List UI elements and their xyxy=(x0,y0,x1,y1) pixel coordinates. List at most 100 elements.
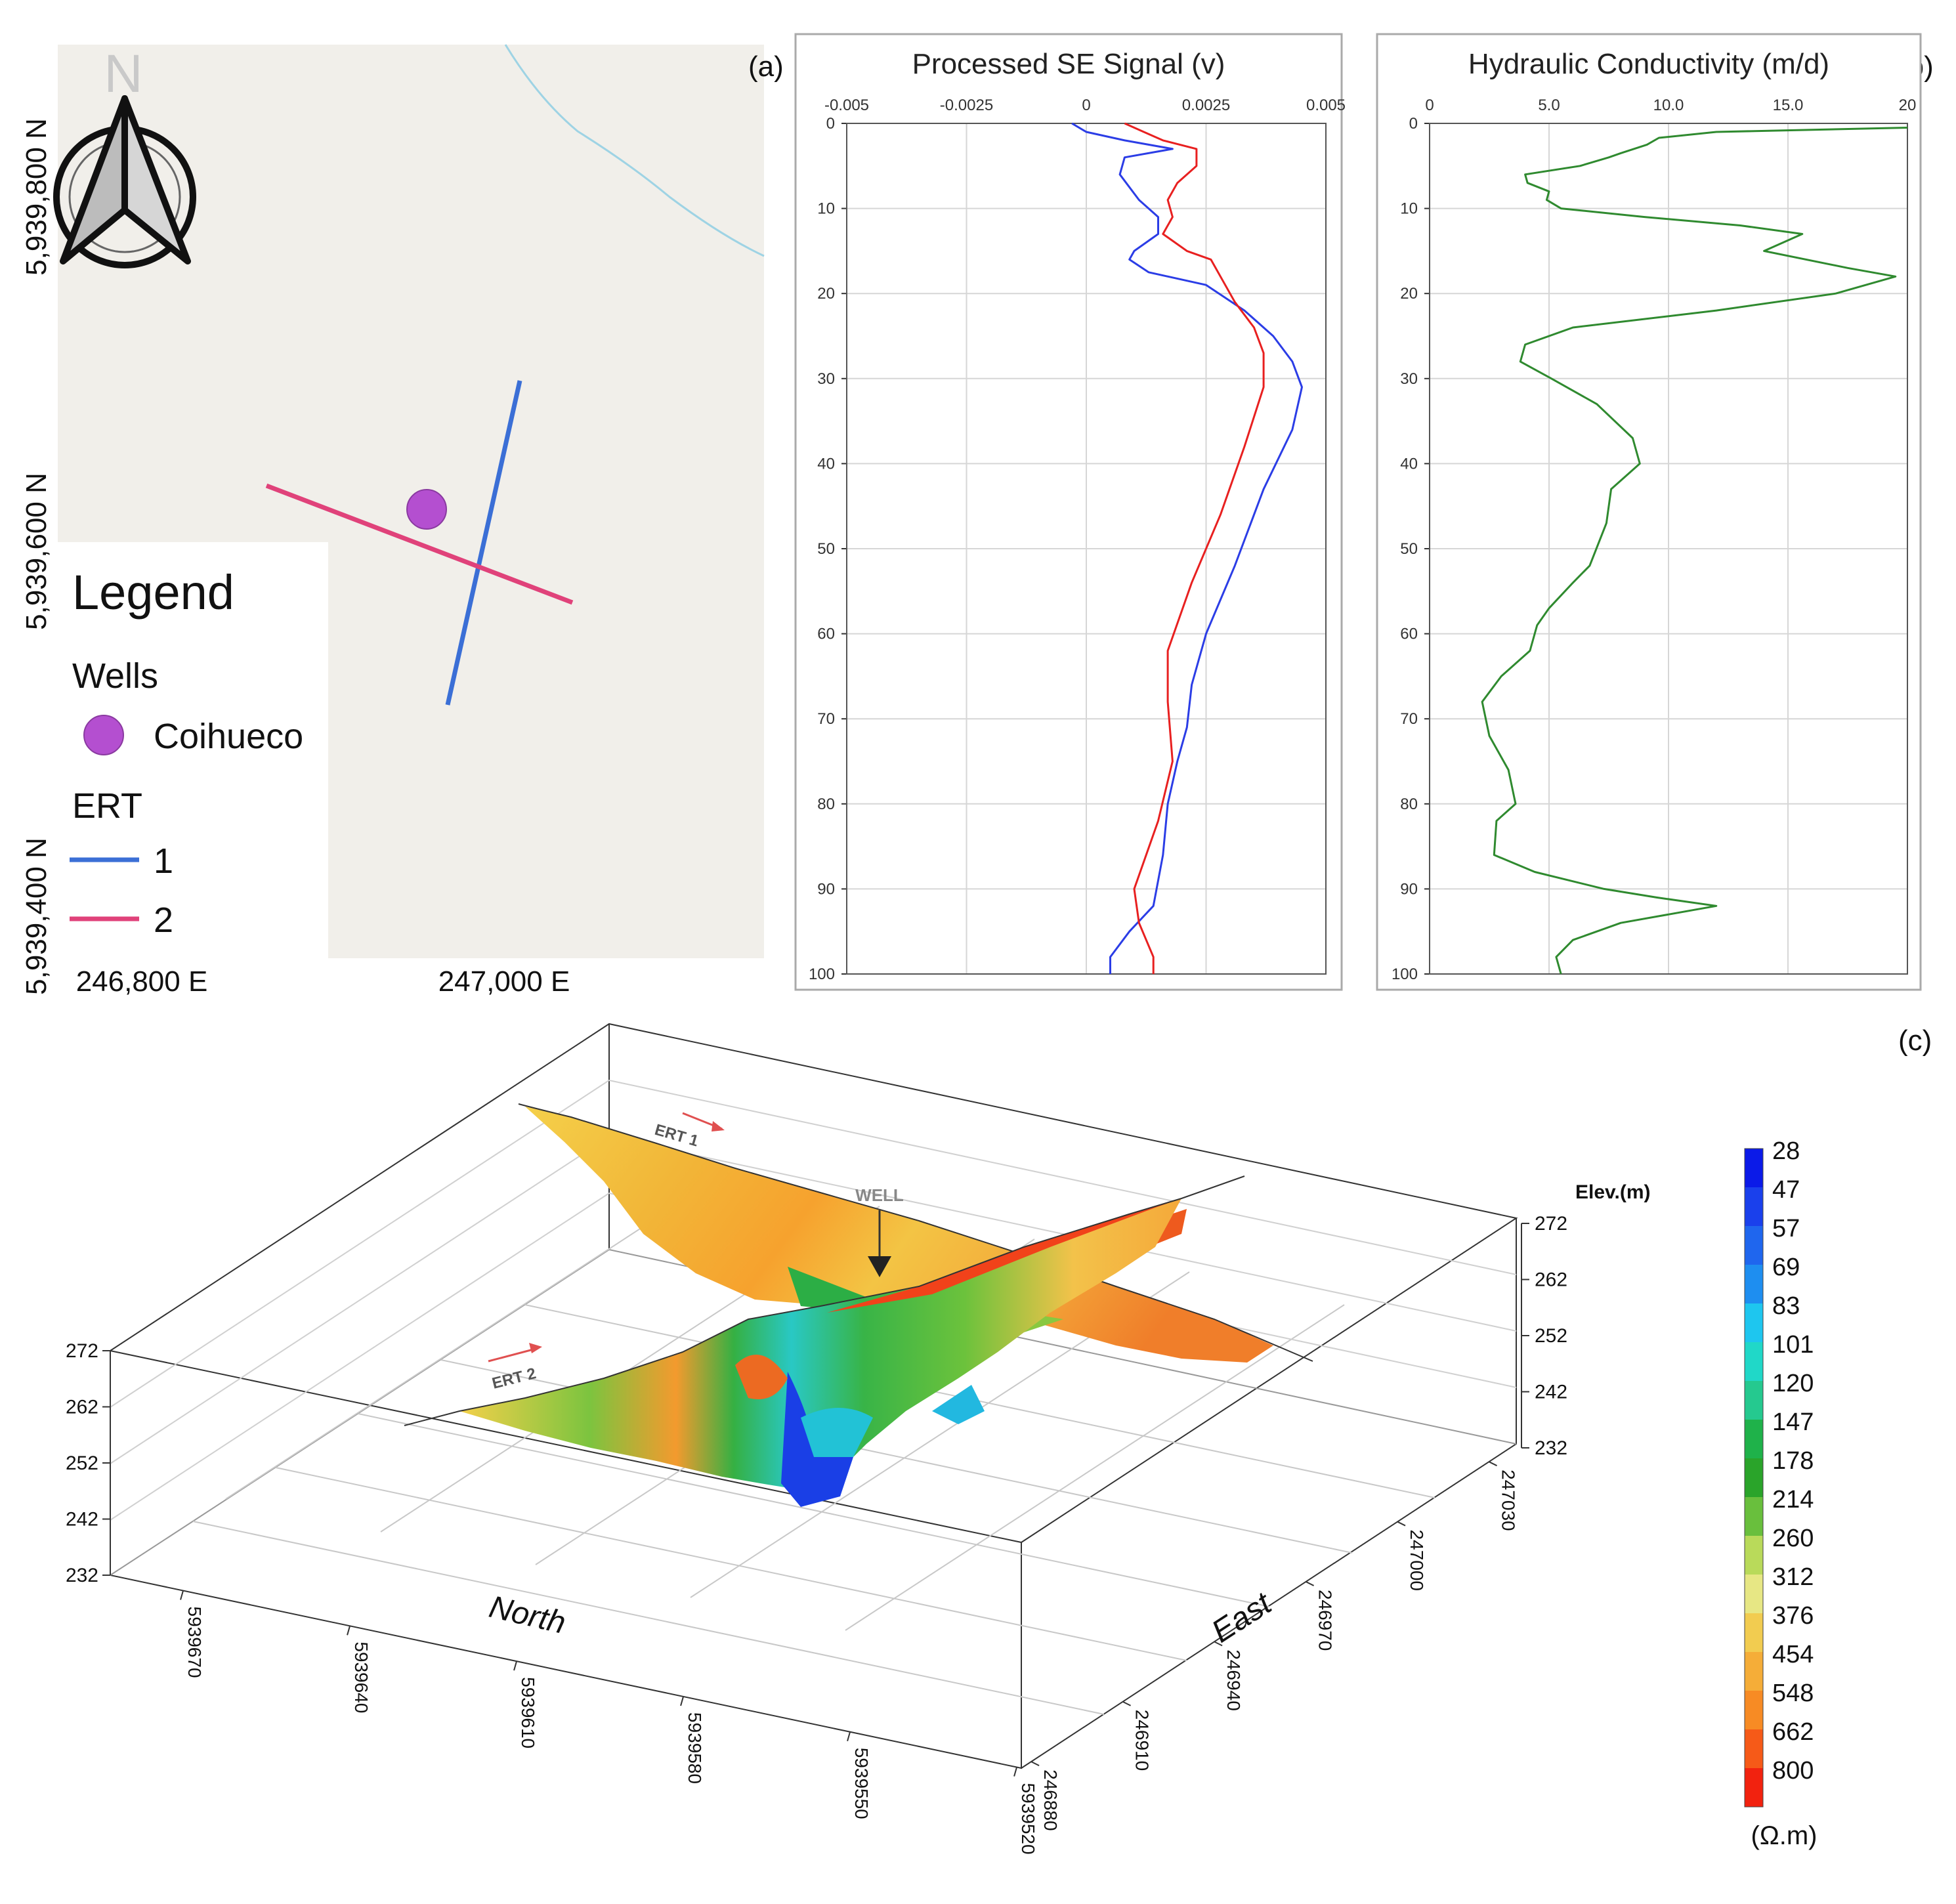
elevation-axis-right: 272 262 252 242 232 xyxy=(1521,1213,1567,1459)
east-tick: 246880 xyxy=(1040,1769,1061,1830)
elev-right-tick: 242 xyxy=(1535,1382,1567,1403)
east-tick: 247030 xyxy=(1499,1470,1519,1531)
colorbar-swatch xyxy=(1745,1729,1763,1768)
colorbar-swatch xyxy=(1745,1342,1763,1381)
hydraulic-y-tick: 20 xyxy=(1400,285,1418,303)
map-y-tick: 5,939,400 N xyxy=(20,837,53,995)
north-tickmark xyxy=(180,1590,184,1600)
se-signal-y-tick: 50 xyxy=(817,540,835,558)
ert-1-line xyxy=(445,380,522,706)
elev-left-tick: 252 xyxy=(66,1452,98,1474)
elev-right-tick: 262 xyxy=(1535,1269,1567,1291)
se-signal-y-tick: 90 xyxy=(817,880,835,898)
legend-well-name: Coihueco xyxy=(154,717,303,756)
colorbar-label: 47 xyxy=(1772,1176,1800,1204)
east-tick: 247000 xyxy=(1407,1530,1427,1591)
se-signal-plot-area xyxy=(846,123,1327,975)
hydraulic-frame xyxy=(1376,33,1922,991)
well-annotation: WELL xyxy=(855,1185,904,1277)
colorbar-label: 28 xyxy=(1772,1137,1800,1165)
colorbar-label: 101 xyxy=(1772,1331,1814,1359)
north-tick: 5939580 xyxy=(685,1712,705,1784)
se-signal-x-tick: 0.0025 xyxy=(1182,96,1230,114)
north-tickmark xyxy=(680,1696,685,1706)
annotation-well: WELL xyxy=(855,1185,904,1205)
colorbar-swatch xyxy=(1745,1691,1763,1729)
colorbar-swatch xyxy=(1745,1497,1763,1536)
east-tickmark xyxy=(1214,1641,1223,1647)
legend-ert2-label: 2 xyxy=(154,900,173,940)
legend-ert1-label: 1 xyxy=(154,841,173,881)
hydraulic-y-tick: 10 xyxy=(1400,200,1418,218)
elevation-title: Elev.(m) xyxy=(1575,1181,1650,1203)
colorbar-swatch xyxy=(1745,1149,1763,1187)
colorbar-swatch xyxy=(1745,1420,1763,1458)
elev-right-tick: 232 xyxy=(1535,1437,1567,1459)
hydraulic-y-tick: 30 xyxy=(1400,370,1418,388)
colorbar-outline xyxy=(1744,1148,1764,1808)
colorbar-label: 548 xyxy=(1772,1680,1814,1707)
se-signal-y-tick: 20 xyxy=(817,285,835,303)
map-y-tick: 5,939,800 N xyxy=(20,118,53,276)
hydraulic-y-tick: 70 xyxy=(1400,710,1418,728)
hydraulic-plot-area xyxy=(1429,123,1908,975)
colorbar-label: 454 xyxy=(1772,1641,1814,1668)
panel-label-c: (c) xyxy=(1898,1025,1932,1057)
colorbar-swatch xyxy=(1745,1303,1763,1342)
hydraulic-title: Hydraulic Conductivity (m/d) xyxy=(1468,48,1829,80)
north-axis-label: North xyxy=(486,1590,568,1641)
colorbar-label: 120 xyxy=(1772,1370,1814,1397)
north-arrow-icon: N xyxy=(53,44,196,268)
hydraulic-x-tick: 5.0 xyxy=(1538,96,1560,114)
well-marker xyxy=(406,489,447,530)
colorbar-swatch xyxy=(1745,1458,1763,1497)
se-signal-title: Processed SE Signal (v) xyxy=(912,48,1225,80)
elev-right-tick: 272 xyxy=(1535,1213,1567,1235)
colorbar-label: 376 xyxy=(1772,1602,1814,1630)
se-signal-x-tick: -0.005 xyxy=(824,96,869,114)
hydraulic-conductivity-chart: Hydraulic Conductivity (m/d) 0 5.0 10.0 15.0… xyxy=(1376,33,1922,991)
hydraulic-x-tick: 0 xyxy=(1425,96,1434,114)
colorbar-label: 57 xyxy=(1772,1215,1800,1242)
colorbar-label: 83 xyxy=(1772,1292,1800,1320)
legend-ert-heading: ERT xyxy=(72,786,142,826)
se-signal-y-tick: 40 xyxy=(817,455,835,473)
colorbar-swatch xyxy=(1745,1536,1763,1575)
se-signal-series-1-line xyxy=(1071,122,1303,974)
colorbar-label: 178 xyxy=(1772,1447,1814,1475)
resistivity-colorbar: 28 47 57 69 83 101 120 147 178 214 260 312 376 454 548… xyxy=(1744,1137,1814,1808)
north-tick: 5939640 xyxy=(351,1641,372,1713)
east-axis: 246880 246910 246940 246970 247000 247030 xyxy=(1031,1461,1519,1831)
map-y-tick: 5,939,600 N xyxy=(20,473,53,630)
east-tickmark xyxy=(1031,1761,1040,1767)
colorbar-swatch xyxy=(1745,1652,1763,1691)
annotation-ert2: ERT 2 xyxy=(490,1365,538,1393)
se-signal-chart: Processed SE Signal (v) -0.005 -0.0025 0 0.0… xyxy=(794,33,1346,991)
se-signal-y-tick: 0 xyxy=(826,115,835,133)
se-signal-y-tick: 10 xyxy=(817,200,835,218)
hydraulic-x-tick: 10.0 xyxy=(1653,96,1684,114)
hydraulic-y-tick: 50 xyxy=(1400,540,1418,558)
east-tickmark xyxy=(1122,1701,1132,1706)
colorbar-label: 312 xyxy=(1772,1563,1814,1591)
north-tick: 5939550 xyxy=(851,1748,872,1819)
legend-wells-heading: Wells xyxy=(72,656,158,696)
hydraulic-y-tick: 60 xyxy=(1400,625,1418,643)
elev-left-tick: 242 xyxy=(66,1509,98,1531)
hydraulic-y-tick: 90 xyxy=(1400,880,1418,898)
north-tick: 5939610 xyxy=(518,1677,538,1748)
map-x-tick: 247,000 E xyxy=(438,965,570,998)
colorbar-swatch xyxy=(1745,1187,1763,1226)
east-tick: 246940 xyxy=(1223,1649,1244,1710)
map-x-tick: 246,800 E xyxy=(76,965,208,998)
colorbar-label: 214 xyxy=(1772,1486,1814,1513)
colorbar-label: 800 xyxy=(1772,1757,1814,1785)
elevation-axis-left: 272 262 252 242 232 xyxy=(66,1340,111,1586)
elev-left-tick: 262 xyxy=(66,1397,98,1418)
north-axis: 5939670 5939640 5939610 5939580 5939550 59395… xyxy=(180,1590,1038,1855)
elev-right-tick: 252 xyxy=(1535,1325,1567,1347)
location-map: N Legend Wells Coihueco ERT 1 2 5,939,80… xyxy=(20,44,765,998)
se-signal-series-2-line xyxy=(1124,122,1265,974)
